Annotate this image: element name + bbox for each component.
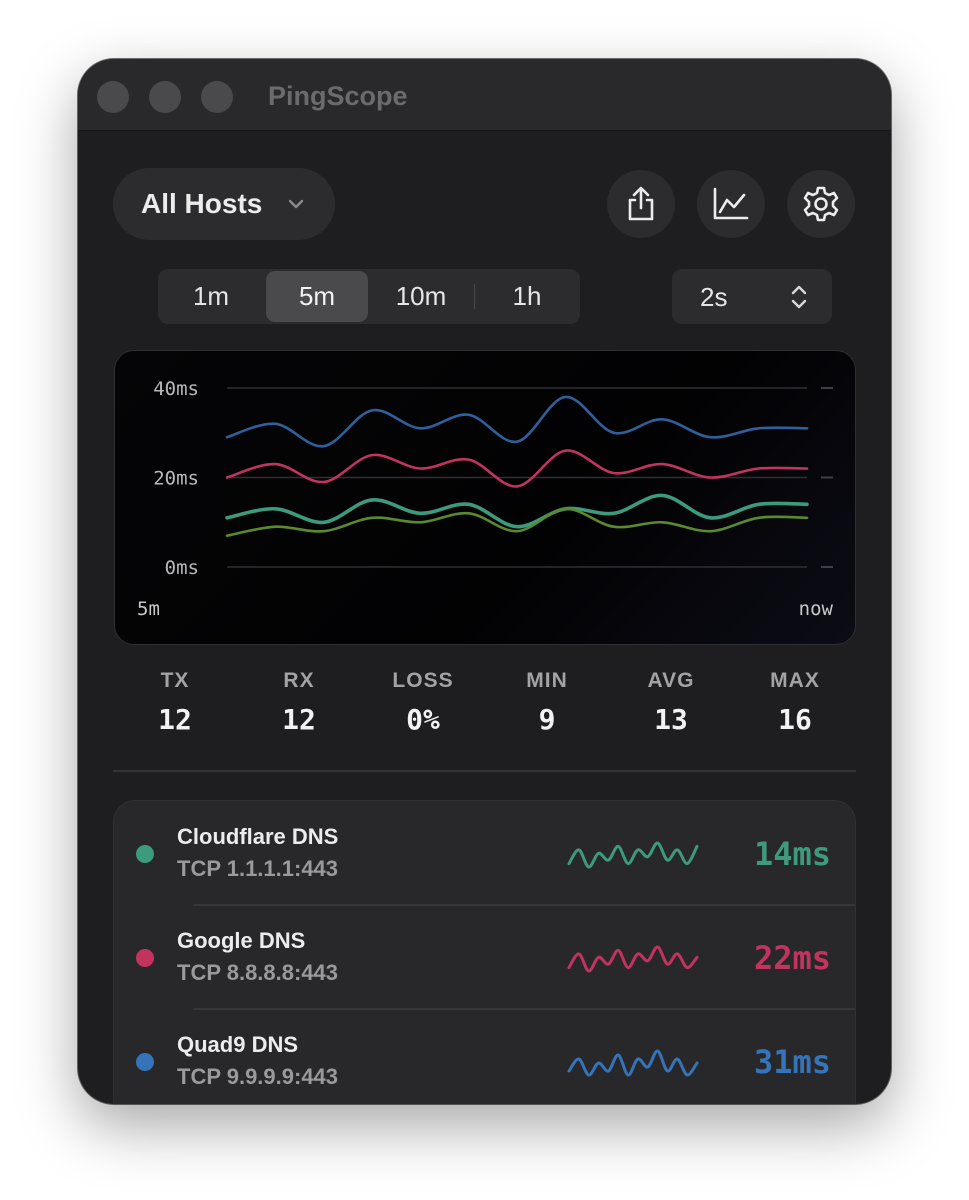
host-name: Quad9 DNS bbox=[177, 1032, 299, 1057]
row-divider bbox=[194, 1008, 855, 1010]
zoom-window-button[interactable] bbox=[201, 81, 233, 113]
host-address: TCP 9.9.9.9:443 bbox=[177, 1064, 339, 1089]
stat-tx: TX 12 bbox=[113, 669, 237, 736]
status-dot bbox=[136, 949, 154, 967]
host-sparkline bbox=[567, 841, 699, 869]
host-sparkline bbox=[567, 1049, 699, 1077]
stat-label: MAX bbox=[770, 669, 820, 692]
status-dot bbox=[136, 845, 154, 863]
series-line-3 bbox=[225, 507, 809, 537]
host-row-google[interactable]: Google DNS TCP 8.8.8.8:443 22ms bbox=[114, 905, 855, 1009]
close-window-button[interactable] bbox=[97, 81, 129, 113]
range-1h[interactable]: 1h bbox=[512, 281, 542, 311]
minimize-window-button[interactable] bbox=[149, 81, 181, 113]
interval-stepper[interactable]: 2s bbox=[672, 269, 832, 324]
y-tick-label: 20ms bbox=[153, 468, 199, 490]
x-start-label: 5m bbox=[137, 598, 160, 620]
title-bar: PingScope bbox=[78, 59, 891, 131]
stat-value: 0% bbox=[406, 703, 440, 736]
stat-value: 13 bbox=[654, 703, 688, 736]
host-latency: 31ms bbox=[753, 1043, 831, 1081]
stat-value: 12 bbox=[158, 703, 192, 736]
stat-min: MIN 9 bbox=[485, 669, 609, 736]
host-address: TCP 1.1.1.1:443 bbox=[177, 856, 339, 881]
host-filter-dropdown[interactable]: All Hosts bbox=[113, 168, 335, 240]
latency-chart: 40ms 20ms 0ms 5m now bbox=[114, 350, 856, 645]
stat-label: TX bbox=[160, 669, 190, 692]
y-tick-label: 0ms bbox=[165, 557, 199, 579]
stat-value: 16 bbox=[778, 703, 812, 736]
stat-max: MAX 16 bbox=[733, 669, 857, 736]
time-range-selector: 1m 5m 10m 1h bbox=[158, 269, 580, 324]
window-title: PingScope bbox=[268, 81, 408, 111]
stats-panel: TX 12 RX 12 LOSS 0% MIN 9 AVG 13 MAX 16 bbox=[113, 669, 856, 749]
stat-avg: AVG 13 bbox=[609, 669, 733, 736]
stat-label: LOSS bbox=[392, 669, 454, 692]
up-down-chevron-icon bbox=[791, 285, 807, 309]
settings-button[interactable] bbox=[787, 170, 855, 238]
host-filter-label: All Hosts bbox=[141, 188, 263, 219]
status-dot bbox=[136, 1053, 154, 1071]
range-1m[interactable]: 1m bbox=[192, 281, 230, 311]
stat-rx: RX 12 bbox=[237, 669, 361, 736]
stat-value: 9 bbox=[538, 703, 556, 736]
series-line-0 bbox=[225, 395, 809, 448]
x-end-label: now bbox=[799, 598, 834, 620]
section-divider bbox=[113, 770, 856, 772]
chart-button[interactable] bbox=[697, 170, 765, 238]
chart-icon bbox=[713, 187, 749, 220]
series-line-1 bbox=[225, 449, 809, 488]
host-row-quad9[interactable]: Quad9 DNS TCP 9.9.9.9:443 31ms bbox=[114, 1009, 855, 1104]
host-list: Cloudflare DNS TCP 1.1.1.1:443 14ms Goog… bbox=[113, 800, 856, 1104]
chevron-down-icon bbox=[288, 199, 304, 209]
app-window: PingScope All Hosts 1m 5m 10m 1h bbox=[78, 59, 891, 1104]
stat-value: 12 bbox=[282, 703, 316, 736]
share-button[interactable] bbox=[607, 170, 675, 238]
host-name: Cloudflare DNS bbox=[177, 824, 339, 849]
series-line-2 bbox=[225, 493, 809, 529]
row-divider bbox=[194, 904, 855, 906]
host-latency: 14ms bbox=[753, 835, 831, 873]
stat-label: RX bbox=[283, 669, 315, 692]
share-icon bbox=[628, 186, 654, 221]
gear-icon bbox=[803, 186, 839, 222]
stat-loss: LOSS 0% bbox=[361, 669, 485, 736]
host-latency: 22ms bbox=[753, 939, 831, 977]
stat-label: AVG bbox=[647, 669, 695, 692]
stat-label: MIN bbox=[526, 669, 568, 692]
y-tick-label: 40ms bbox=[153, 378, 199, 400]
range-10m[interactable]: 10m bbox=[395, 281, 447, 311]
host-name: Google DNS bbox=[177, 928, 306, 953]
segment-divider bbox=[474, 284, 475, 309]
host-row-cloudflare[interactable]: Cloudflare DNS TCP 1.1.1.1:443 14ms bbox=[114, 801, 855, 905]
range-5m[interactable]: 5m bbox=[266, 271, 368, 322]
host-sparkline bbox=[567, 945, 699, 973]
interval-value: 2s bbox=[700, 282, 728, 312]
host-address: TCP 8.8.8.8:443 bbox=[177, 960, 339, 985]
